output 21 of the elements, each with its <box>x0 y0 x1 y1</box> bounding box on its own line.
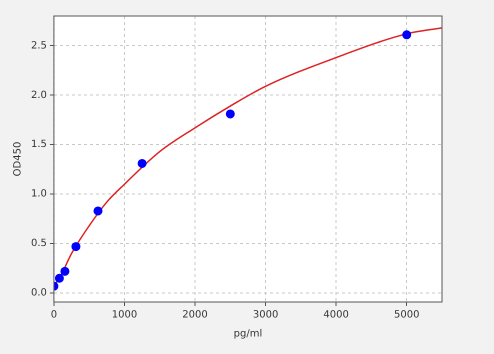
y-tick-label: 2.0 <box>30 90 47 101</box>
point <box>71 242 80 252</box>
point <box>60 266 70 276</box>
x-axis-title: pg/ml <box>234 328 262 340</box>
x-tick-label: 4000 <box>323 310 349 321</box>
point <box>402 30 412 40</box>
x-tick-label: 0 <box>50 310 58 321</box>
x-tick-label: 5000 <box>394 310 420 321</box>
y-tick-label: 1.5 <box>30 139 47 150</box>
y-tick-label: 2.5 <box>30 40 47 52</box>
y-tick-label: 1.0 <box>30 188 47 200</box>
point <box>54 274 64 283</box>
y-tick-label: 0.5 <box>30 238 47 250</box>
x-tick-label: 2000 <box>182 310 208 321</box>
point <box>226 109 235 118</box>
y-tick-label: 0.0 <box>30 288 47 299</box>
x-tick-label: 1000 <box>112 310 138 321</box>
y-axis-title: OD450 <box>12 142 24 176</box>
point <box>94 206 103 216</box>
x-tick-label: 3000 <box>252 310 278 321</box>
point <box>138 158 147 168</box>
